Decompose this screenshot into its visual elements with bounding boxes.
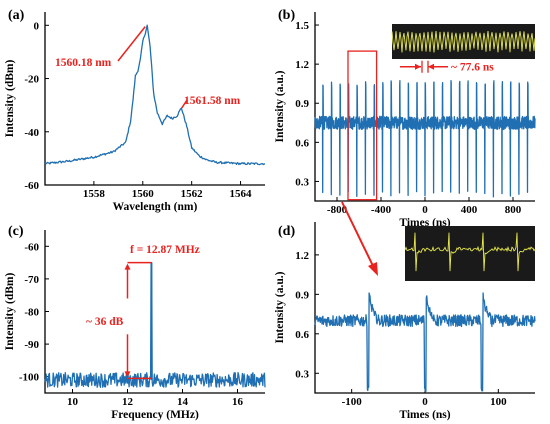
y-axis-label: Intensity (a.u.) xyxy=(274,271,286,343)
zoom-arrow xyxy=(341,201,375,269)
y-axis-label: Intensity (dBm) xyxy=(4,60,16,138)
panel-d: (d) -100 0 100 0.3 0.6 0.9 1.2 Times (ns) Intensi… xyxy=(274,222,536,421)
y-axis-label: Intensity (a.u.) xyxy=(274,70,286,142)
y-tick-label: -40 xyxy=(24,127,39,139)
arrowhead xyxy=(124,263,131,270)
y-tick-label: -80 xyxy=(24,307,39,319)
y-tick-label: -60 xyxy=(24,241,39,253)
axis-frame xyxy=(44,230,265,394)
arrowhead xyxy=(428,63,434,70)
annotation-dynamic-range: ~ 36 dB xyxy=(86,316,124,328)
x-tick-label: 400 xyxy=(461,204,478,216)
x-axis-label: Wavelength (nm) xyxy=(113,201,198,213)
y-tick-label: 0.3 xyxy=(295,176,309,188)
x-tick-label: 14 xyxy=(177,396,189,408)
spectrum-line xyxy=(44,24,266,166)
y-tick-label: -20 xyxy=(24,74,39,86)
annotation-side-wavelength: 1561.58 nm xyxy=(184,95,241,107)
pulse-train-line xyxy=(314,79,536,198)
y-tick-label: -100 xyxy=(19,372,40,384)
y-tick-label: 0 xyxy=(34,20,40,32)
x-tick-label: 1558 xyxy=(83,188,106,200)
y-tick-label: -60 xyxy=(24,180,39,192)
x-tick-label: 1560 xyxy=(132,188,155,200)
x-tick-label: -100 xyxy=(342,396,363,408)
x-tick-label: 10 xyxy=(67,396,79,408)
x-axis-label: Times (ns) xyxy=(399,409,450,421)
y-tick-label: 0.9 xyxy=(295,98,309,110)
y-tick-label: 0.3 xyxy=(295,368,309,380)
x-tick-label: 12 xyxy=(122,396,134,408)
y-tick-label: 0.9 xyxy=(295,289,309,301)
x-tick-label: -800 xyxy=(327,204,348,216)
oscilloscope-trace xyxy=(404,232,536,272)
y-tick-label: -90 xyxy=(24,339,39,351)
y-tick-label: 0.6 xyxy=(295,329,309,341)
x-tick-label: 1562 xyxy=(181,188,204,200)
annotation-arrow xyxy=(117,26,146,62)
annotation-frequency: f = 12.87 MHz xyxy=(130,244,200,256)
x-tick-label: -400 xyxy=(371,204,392,216)
panel-label: (c) xyxy=(8,224,24,239)
zoomed-pulse-line xyxy=(314,292,536,393)
x-tick-label: 0 xyxy=(422,396,428,408)
x-tick-label: 1564 xyxy=(230,188,253,200)
arrowhead xyxy=(124,371,131,378)
panel-a: (a) 1558 1560 1562 1564 0 -20 -40 -60 Wavelength … xyxy=(4,8,266,213)
panel-c: (c) 10 12 14 16 -60 -70 -80 -90 -100 Frequency (MH… xyxy=(4,224,266,421)
y-tick-label: 1.2 xyxy=(295,250,309,262)
y-tick-label: 1.5 xyxy=(295,20,309,32)
panel-label: (d) xyxy=(278,224,295,239)
x-tick-label: 16 xyxy=(232,396,244,408)
x-tick-label: 800 xyxy=(505,204,522,216)
x-axis-label: Frequency (MHz) xyxy=(111,409,199,421)
rf-spectrum-line xyxy=(44,261,266,388)
annotation-period: ~ 77.6 ns xyxy=(451,62,494,74)
panel-label: (a) xyxy=(8,8,25,23)
oscilloscope-inset xyxy=(405,226,535,281)
y-tick-label: 0.6 xyxy=(295,137,309,149)
y-axis-label: Intensity (dBm) xyxy=(4,273,16,351)
zoom-connector xyxy=(341,201,378,276)
x-tick-label: 100 xyxy=(490,396,507,408)
y-tick-label: -70 xyxy=(24,274,39,286)
axis-frame xyxy=(314,222,535,394)
arrowhead xyxy=(368,262,378,276)
zoom-region-box xyxy=(347,50,378,201)
oscilloscope-trace xyxy=(391,30,536,53)
axis-frame xyxy=(314,12,535,202)
panel-label: (b) xyxy=(278,8,295,23)
x-tick-label: 0 xyxy=(422,204,428,216)
annotation-arrow xyxy=(181,99,188,109)
y-tick-label: 1.2 xyxy=(295,59,309,71)
arrowhead xyxy=(415,63,421,70)
annotation-peak-wavelength: 1560.18 nm xyxy=(55,57,112,69)
